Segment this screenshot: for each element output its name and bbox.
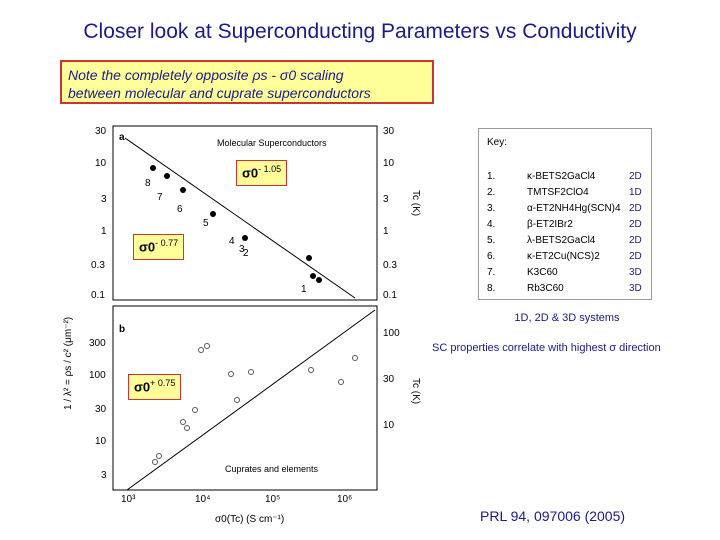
key-row: 3. α-ET2NH4Hg(SCN)4 2D	[487, 203, 642, 214]
a-ytick-r-01: 0.1	[383, 290, 397, 301]
sc-caption: SC properties correlate with highest σ d…	[432, 342, 661, 354]
a-ytick-30: 30	[95, 126, 107, 137]
a-point	[316, 277, 322, 283]
systems-caption: 1D, 2D & 3D systems	[514, 312, 620, 324]
a-point	[150, 165, 156, 171]
b-ytick-300: 300	[89, 338, 106, 349]
panel-a-legend: Molecular Superconductors	[217, 138, 327, 148]
b-xtick-2: 10⁴	[195, 494, 210, 505]
panel-b-legend: Cuprates and elements	[225, 464, 319, 474]
material-key: Key: 1. κ-BETS2GaCl4 2D 2. TMTSF2ClO4 1D 3. α…	[478, 128, 652, 300]
y-axis-label-right-b: Tc (K)	[410, 378, 421, 404]
key-row: 2. TMTSF2ClO4 1D	[487, 187, 642, 198]
b-point	[152, 459, 158, 465]
a-point	[164, 173, 170, 179]
key-row: 7. K3C60 3D	[487, 267, 642, 278]
a-ytick-3: 3	[101, 194, 107, 205]
b-point	[192, 407, 198, 413]
a-ytick-r-03: 0.3	[383, 260, 397, 271]
a-ytick-01: 0.1	[91, 290, 105, 301]
b-ytick-r-10: 10	[383, 420, 395, 431]
key-row: 5. λ-BETS2GaCl4 2D	[487, 235, 642, 246]
b-point	[234, 397, 240, 403]
b-ytick-30: 30	[95, 404, 107, 415]
a-point	[180, 187, 186, 193]
a-point	[242, 235, 248, 241]
x-axis-label: σ0(Tc) (S cm⁻¹)	[215, 514, 284, 525]
conductivity-figure: 30 10 3 1 0.3 0.1 30 10 3 1 0.3 0.1 a Mo…	[63, 125, 421, 525]
panel-b-label: b	[119, 324, 125, 335]
b-ytick-10: 10	[95, 436, 107, 447]
scaling-box-a1: σ0- 1.05	[236, 160, 288, 186]
b-xtick-3: 10⁵	[265, 494, 280, 505]
key-title: Key:	[487, 137, 508, 148]
b-point	[204, 343, 210, 349]
scaling-box-a2: σ0- 0.77	[133, 234, 185, 260]
pt-label-1: 1	[301, 284, 307, 295]
slide-title: Closer look at Superconducting Parameter…	[83, 20, 637, 43]
y-axis-label-left: 1 / λ² = ρs / c² (μm⁻²)	[63, 317, 74, 410]
a-ytick-10: 10	[95, 158, 107, 169]
key-row: 8. Rb3C60 3D	[487, 283, 642, 294]
key-row: 1. κ-BETS2GaCl4 2D	[487, 171, 642, 182]
b-point	[156, 453, 162, 459]
a-ytick-r-1: 1	[383, 226, 389, 237]
b-ytick-3: 3	[101, 470, 107, 481]
a-point	[310, 273, 316, 279]
note-line-1: Note the completely opposite ρs - σ0 sca…	[68, 67, 344, 83]
b-ytick-r-30: 30	[383, 374, 395, 385]
b-point	[352, 355, 358, 361]
key-row: 4. β-ET2IBr2 2D	[487, 219, 642, 230]
pt-label-8: 8	[145, 178, 151, 189]
a-ytick-r-3: 3	[383, 194, 389, 205]
note-box: Note the completely opposite ρs - σ0 sca…	[60, 60, 434, 104]
scaling-box-b1: σ0+ 0.75	[128, 374, 182, 400]
pt-label-6: 6	[177, 204, 183, 215]
panel-a-frame	[112, 125, 378, 301]
a-ytick-03: 0.3	[91, 260, 105, 271]
b-point	[180, 419, 186, 425]
b-point	[338, 379, 344, 385]
reference: PRL 94, 097006 (2005)	[480, 508, 626, 524]
pt-label-7: 7	[157, 192, 163, 203]
note-line-2: between molecular and cuprate supercondu…	[68, 85, 371, 101]
a-ytick-1: 1	[101, 226, 107, 237]
b-xtick-1: 10³	[121, 494, 136, 505]
pt-label-5: 5	[203, 218, 209, 229]
b-ytick-r-100: 100	[383, 328, 400, 339]
panel-a-label: a	[119, 132, 125, 143]
b-xtick-4: 10⁶	[337, 494, 352, 505]
pt-label-3: 3	[239, 244, 245, 255]
panel-b-fit-line	[126, 309, 376, 491]
b-point	[228, 371, 234, 377]
b-point	[198, 347, 204, 353]
b-point	[308, 367, 314, 373]
a-point	[210, 211, 216, 217]
a-ytick-r-30: 30	[383, 126, 395, 137]
b-point	[248, 369, 254, 375]
pt-label-4: 4	[229, 236, 235, 247]
pt-label-2: 2	[243, 248, 249, 259]
b-ytick-100: 100	[89, 370, 106, 381]
key-row: 6. κ-ET2Cu(NCS)2 2D	[487, 251, 642, 262]
a-point	[306, 255, 312, 261]
panel-a-fit-line	[124, 137, 356, 299]
a-ytick-r-10: 10	[383, 158, 395, 169]
y-axis-label-right-a: Tc (K)	[410, 190, 421, 216]
panel-b-frame	[112, 305, 378, 491]
b-point	[184, 425, 190, 431]
